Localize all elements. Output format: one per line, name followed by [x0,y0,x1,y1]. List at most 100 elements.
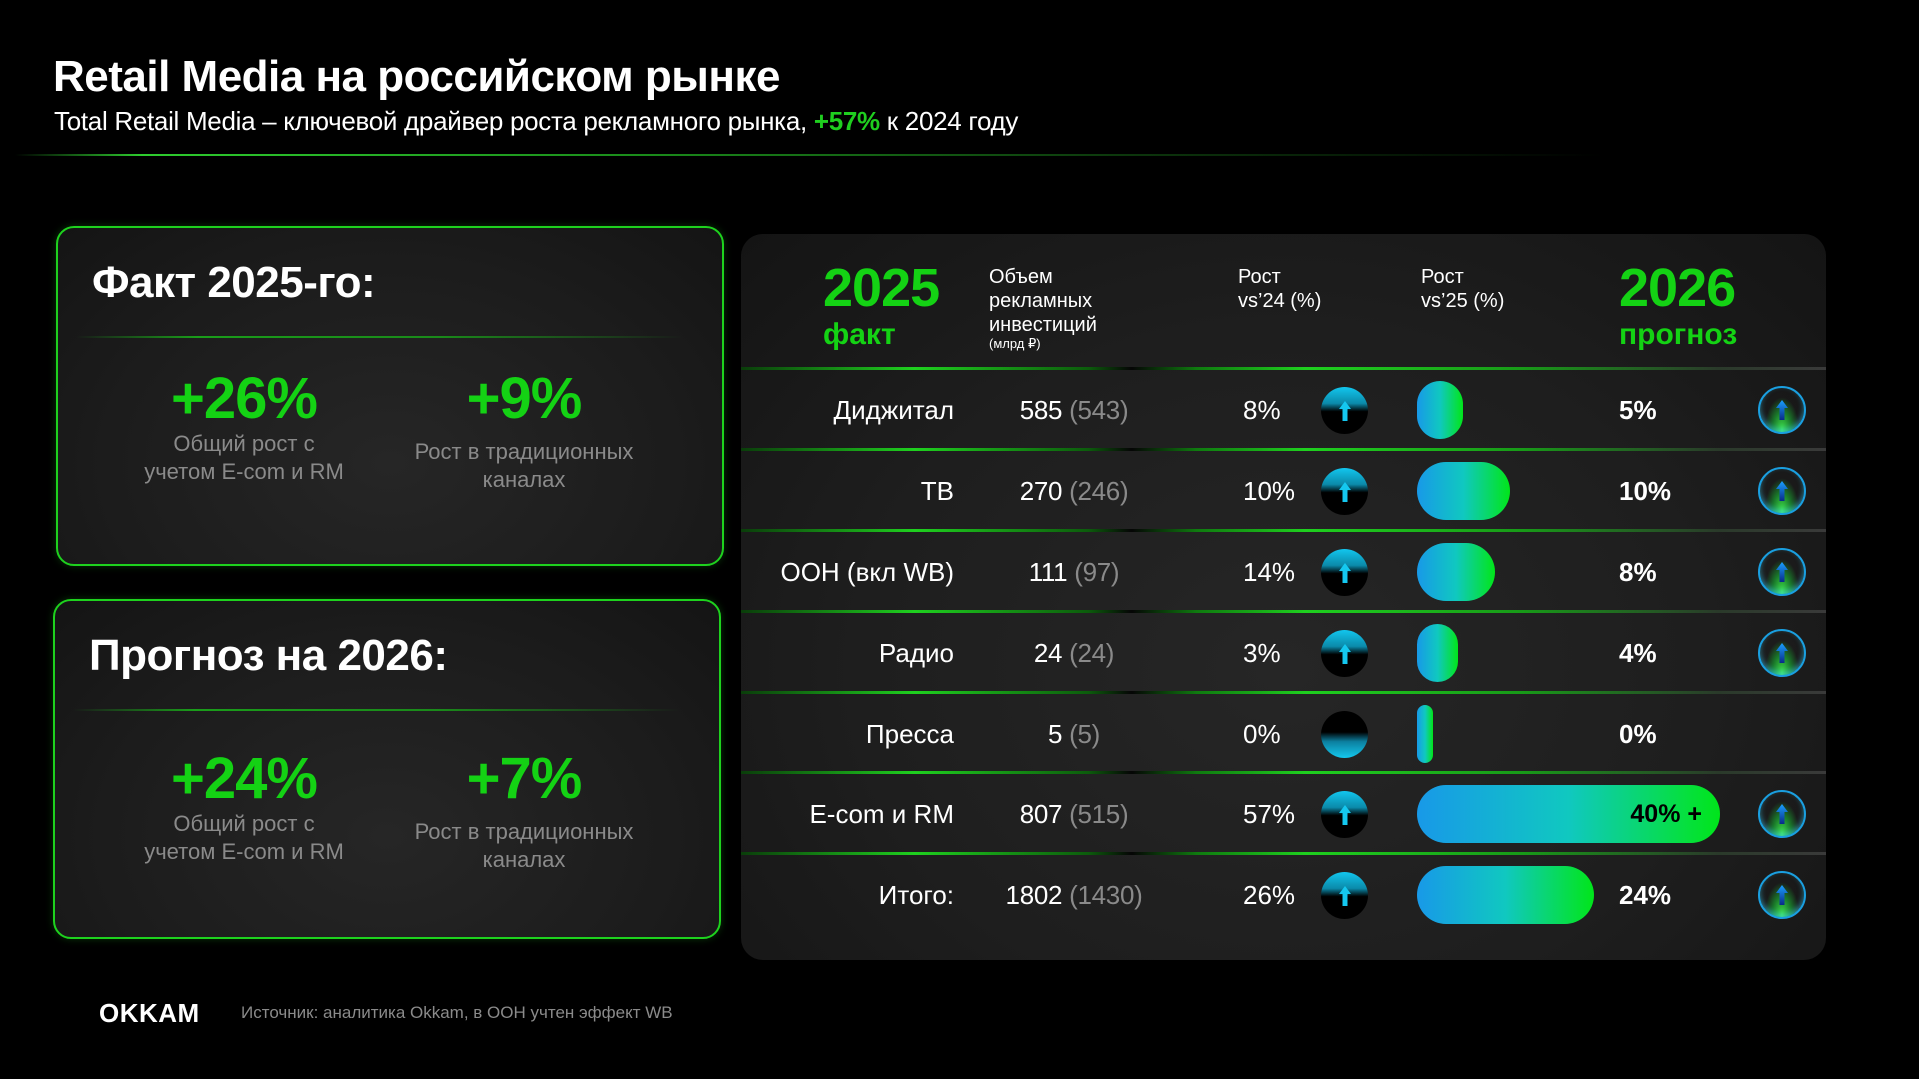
stat-traditional-growth: +7% Рост в традиционных каналах [394,748,654,874]
stat-value: +7% [466,746,583,811]
title-divider [15,154,1605,156]
volume-2024: (97) [1074,557,1120,587]
row-volume: 111 (97) [989,532,1159,612]
volume-2025: 24 [1033,638,1063,668]
row-growth-vs24: 10% [1243,476,1296,506]
stat-traditional-growth: +9% Рост в традиционных каналах [394,368,654,494]
row-category: Радио [878,638,954,668]
growth-bar [1417,705,1433,763]
volume-2024: (1430) [1069,880,1143,910]
stat-label: Общий рост с учетом E-com и RM [144,431,344,484]
row-growth-vs24: 8% [1243,395,1281,425]
subtitle-suffix: к 2024 году [879,106,1019,136]
growth-bar [1417,624,1458,682]
volume-2025: 1802 [1005,880,1063,910]
fact-2025-card: Факт 2025-го: +26% Общий рост с учетом E… [56,226,724,566]
row-growth-vs24: 57% [1243,799,1296,829]
up-arrow-icon [1321,549,1368,596]
header-growth-vs25: Рост vs’25 (%) [1421,265,1504,313]
year-fact-label: факт [823,318,896,351]
row-category: Диджитал [833,395,954,425]
table-row: Пресса 5 (5) 0% 0% [741,694,1826,774]
up-arrow-circle-icon [1758,871,1806,919]
growth-bar [1417,866,1594,924]
growth25-label-line2: vs’25 (%) [1421,290,1505,312]
stat-label: Рост в традиционных каналах [414,819,634,872]
stat-total-growth: +24% Общий рост с учетом E-com и RM [114,748,374,866]
stat-value: +24% [171,746,318,811]
okkam-logo: OKKAM [99,998,200,1028]
table-row: Диджитал 585 (543) 8% 5% [741,370,1826,450]
table-row: Итого: 1802 (1430) 26% 24% [741,855,1826,935]
row-divider [741,610,1826,613]
row-divider [741,691,1826,694]
row-category: E-com и RM [809,799,954,829]
year-fact: 2025 [823,258,940,318]
flat-indicator-icon [1321,711,1368,758]
row-growth-vs24: 14% [1243,557,1296,587]
stat-label: Общий рост с учетом E-com и RM [144,811,344,864]
volume-2025: 807 [1019,799,1063,829]
row-growth-vs24: 0% [1243,719,1281,749]
growth25-label-line1: Рост [1421,266,1464,288]
subtitle-accent: +57% [813,106,880,136]
bar-label: 40% + [1630,800,1702,828]
row-growth-vs24: 3% [1243,638,1281,668]
up-arrow-icon [1321,468,1368,515]
up-arrow-circle-icon [1758,386,1806,434]
row-volume: 807 (515) [989,774,1159,854]
table-row: ООН (вкл WB) 111 (97) 14% 8% [741,532,1826,612]
forecast-2026-card: Прогноз на 2026: +24% Общий рост с учето… [53,599,721,939]
card-title: Факт 2025-го: [92,258,376,307]
volume-label: Объем рекламных инвестиций [989,266,1097,336]
up-arrow-icon [1321,872,1368,919]
stat-value: +9% [466,366,583,431]
header-year-forecast: 2026 прогноз [1619,260,1737,352]
row-divider [741,367,1826,370]
row-category: ООН (вкл WB) [780,557,954,587]
row-divider [741,529,1826,532]
row-growth-vs25: 10% [1619,476,1672,506]
row-growth-vs25: 5% [1619,395,1657,425]
row-volume: 585 (543) [989,370,1159,450]
growth-bar [1417,381,1463,439]
card-divider [76,336,684,338]
volume-unit: (млрд ₽) [989,336,1041,351]
row-growth-vs25: 24% [1619,880,1672,910]
volume-2025: 111 [1028,557,1068,587]
stat-value: +26% [171,366,318,431]
growth-bar [1417,543,1495,601]
media-growth-table: 2025 факт Объем рекламных инвестиций (мл… [741,234,1826,960]
row-divider [741,852,1826,855]
volume-2025: 585 [1019,395,1063,425]
row-divider [741,771,1826,774]
volume-2024: (543) [1069,395,1129,425]
row-divider [741,448,1826,451]
growth24-label-line1: Рост [1238,266,1281,288]
volume-2025: 270 [1019,476,1063,506]
stat-total-growth: +26% Общий рост с учетом E-com и RM [114,368,374,486]
row-growth-vs25: 4% [1619,638,1657,668]
volume-2024: (515) [1069,799,1129,829]
row-volume: 24 (24) [989,613,1159,693]
row-growth-vs25: 8% [1619,557,1657,587]
subtitle-text: Total Retail Media – ключевой драйвер ро… [54,106,814,136]
source-note: Источник: аналитика Okkam, в ООН учтен э… [241,1003,673,1022]
row-volume: 1802 (1430) [989,855,1159,935]
row-volume: 5 (5) [989,694,1159,774]
up-arrow-icon [1321,630,1368,677]
volume-2025: 5 [1048,719,1063,749]
volume-2024: (24) [1069,638,1115,668]
row-growth-vs24: 26% [1243,880,1296,910]
card-title: Прогноз на 2026: [89,631,448,680]
header-year-fact: 2025 факт [823,258,940,352]
year-forecast: 2026 [1619,258,1736,318]
volume-2024: (5) [1069,719,1100,749]
up-arrow-circle-icon [1758,629,1806,677]
growth-bar [1417,462,1510,520]
table-row: ТВ 270 (246) 10% 10% [741,451,1826,531]
year-forecast-label: прогноз [1619,318,1738,351]
row-category: ТВ [920,476,954,506]
up-arrow-icon [1321,791,1368,838]
row-category: Пресса [865,719,954,749]
